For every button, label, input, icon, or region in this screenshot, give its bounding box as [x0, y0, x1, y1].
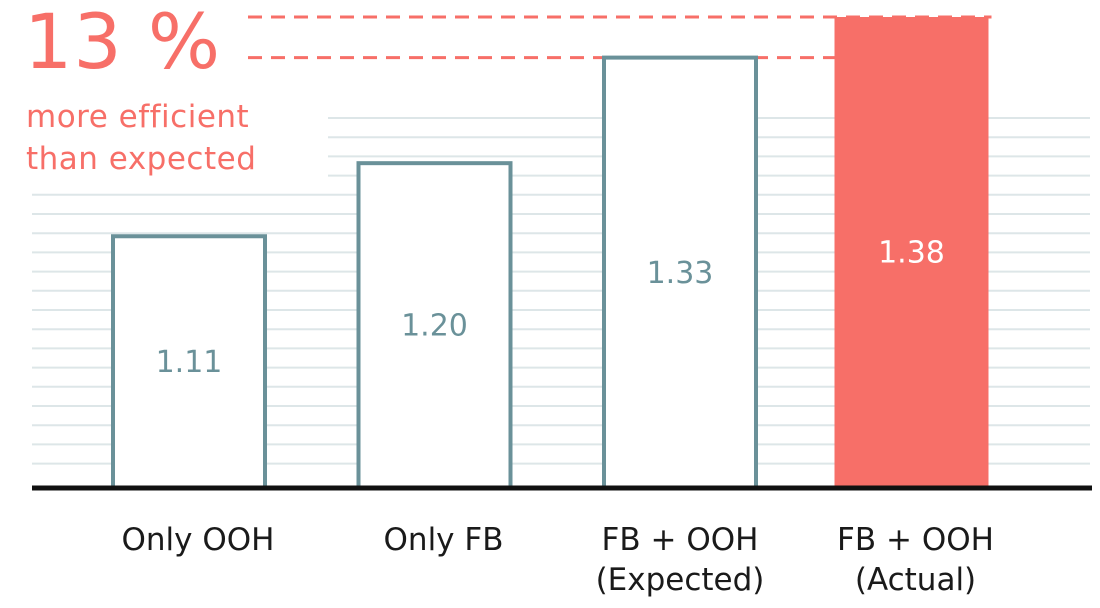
- bar: [356, 161, 513, 490]
- x-tick-label: Only FB: [383, 522, 504, 558]
- bars: 1.11 1.20 1.33 1.38: [111, 17, 989, 490]
- bar: [602, 55, 758, 490]
- x-tick-label: FB + OOH (Actual): [837, 522, 994, 598]
- bar-group: 1.38: [834, 17, 989, 488]
- bar-actual: [834, 17, 989, 488]
- headline-subtext-line1: more efficient: [26, 99, 250, 135]
- bar-data-label: 1.33: [647, 256, 714, 291]
- bar-data-label: 1.38: [878, 236, 945, 271]
- bar-group: 1.33: [602, 55, 758, 490]
- bar-data-label: 1.20: [401, 309, 468, 344]
- bar-group: 1.20: [356, 161, 513, 490]
- bar-data-label: 1.11: [156, 345, 223, 380]
- headline-subtext-line2: than expected: [26, 141, 257, 177]
- x-tick-label: FB + OOH (Expected): [595, 522, 765, 598]
- x-tick-label: Only OOH: [121, 522, 275, 558]
- headline-value: 13 %: [24, 0, 222, 86]
- bar-group: 1.11: [111, 234, 267, 490]
